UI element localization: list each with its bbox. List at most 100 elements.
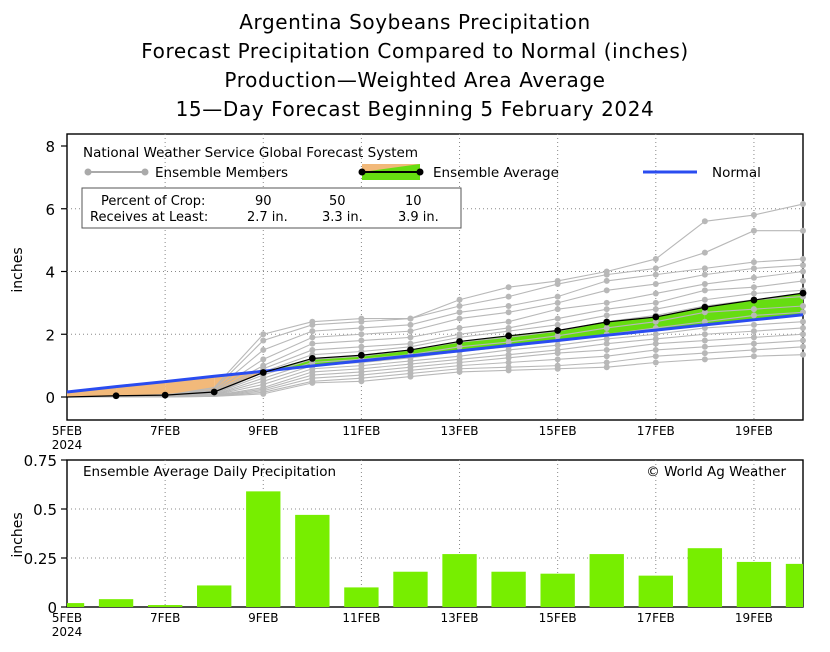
ensemble-member-point [750, 334, 757, 341]
ensemble-member-point [358, 331, 365, 338]
ensemble-member-point [701, 287, 708, 294]
ensemble-member-point [309, 340, 316, 347]
ensemble-member-point [750, 312, 757, 319]
ensemble-member-point [505, 346, 512, 353]
ensemble-member-point [750, 346, 757, 353]
ensemble-member-point [554, 299, 561, 306]
ensemble-member-point [309, 334, 316, 341]
surplus-fill [508, 330, 558, 346]
ensemble-member-point [701, 350, 708, 357]
ensemble-member-point [260, 337, 267, 344]
ensemble-member-point [456, 309, 463, 316]
daily-precip-bar [491, 571, 526, 607]
normal-line [66, 313, 804, 394]
legend-members-dot-right [141, 168, 149, 176]
ensemble-member-point [309, 321, 316, 328]
ensemble-member-point [554, 321, 561, 328]
top-plot-frame [66, 133, 804, 421]
ensemble-average-point [750, 296, 758, 304]
ensemble-member-point [554, 350, 561, 357]
ensemble-member-point [701, 218, 708, 225]
daily-precip-bar [687, 548, 723, 607]
top-y-tick-label: 6 [45, 201, 55, 219]
ensemble-member-point [800, 337, 806, 344]
ensemble-member-point [603, 271, 610, 278]
crop-amt-90: 2.7 in. [247, 210, 288, 225]
ensemble-member-point [407, 321, 414, 328]
chart-title-block: Argentina Soybeans Precipitation Forecas… [0, 8, 830, 124]
ensemble-member-point [750, 212, 757, 219]
top-x-tick-label: 9FEB [248, 424, 278, 438]
ensemble-member-point [701, 309, 708, 316]
ensemble-average-line [66, 292, 804, 398]
ensemble-member-point [505, 339, 512, 346]
top-x-tick-label: 17FEB [637, 424, 675, 438]
ensemble-member-point [603, 340, 610, 347]
ensemble-member-point [554, 342, 561, 349]
surplus-fill [655, 307, 705, 331]
ensemble-member-point [701, 271, 708, 278]
ensemble-member-point [505, 328, 512, 335]
crop-pct-50: 50 [329, 194, 346, 209]
ensemble-member-point [800, 343, 806, 350]
ensemble-member-point [505, 354, 512, 361]
bottom-x-tick-label: 11FEB [342, 611, 380, 625]
bottom-y-tick-label: 0 [47, 599, 57, 617]
legend-average-dot-right [416, 168, 424, 176]
legend-members-label: Ensemble Members [155, 165, 288, 181]
ensemble-member-point [701, 281, 708, 288]
ensemble-member-point [652, 340, 659, 347]
ensemble-member-point [652, 281, 659, 288]
ensemble-member-point [701, 343, 708, 350]
top-y-axis-label: inches [10, 247, 26, 292]
surplus-fill [704, 300, 754, 325]
bottom-x-tick-label: 5FEB [52, 611, 82, 625]
bottom-plot-frame [66, 459, 804, 608]
ensemble-member-point [750, 227, 757, 234]
ensemble-member-point [603, 277, 610, 284]
ensemble-member-point [750, 284, 757, 291]
ensemble-member-point [800, 277, 806, 284]
ensemble-member-point [505, 293, 512, 300]
bottom-x-tick-label: 15FEB [539, 611, 577, 625]
ensemble-member-point [456, 324, 463, 331]
bottom-x-tick-label: 17FEB [637, 611, 675, 625]
ensemble-average-point [652, 313, 660, 321]
ensemble-member-point [652, 359, 659, 366]
ensemble-member-point [652, 335, 659, 342]
ensemble-member-point [603, 335, 610, 342]
legend-average-label: Ensemble Average [433, 165, 559, 181]
ensemble-average-point [554, 327, 562, 334]
ensemble-average-point [505, 332, 512, 340]
ensemble-average-point [210, 388, 218, 396]
ensemble-average-point [112, 392, 120, 400]
ensemble-member-point [407, 315, 414, 322]
daily-precip-bar [197, 585, 232, 607]
legend-members-dot-left [84, 168, 92, 176]
ensemble-member-point [750, 290, 757, 297]
ensemble-average-point [308, 355, 316, 362]
ensemble-member-point [505, 367, 512, 374]
daily-precip-bar [442, 554, 477, 607]
ensemble-member-point [505, 318, 512, 325]
ensemble-member-point [358, 318, 365, 325]
ensemble-member-point [800, 303, 806, 310]
ensemble-member-point [407, 328, 414, 335]
bottom-y-tick-label: 0.5 [33, 501, 57, 519]
ensemble-member-point [800, 201, 806, 208]
daily-precip-bar [98, 599, 134, 607]
ensemble-member-point [554, 365, 561, 372]
ensemble-average-point [407, 346, 414, 354]
crop-amt-50: 3.3 in. [322, 210, 363, 225]
legend-deficit-swatch [362, 164, 420, 172]
ensemble-member-point [456, 296, 463, 303]
ensemble-member-point [603, 353, 610, 360]
ensemble-member-point [701, 356, 708, 363]
ensemble-member-point [750, 259, 757, 266]
top-y-tick-label: 0 [45, 389, 55, 407]
ensemble-member-point [750, 340, 757, 347]
ensemble-member-point [800, 227, 806, 234]
ensemble-member-point [603, 299, 610, 306]
ensemble-member-point [505, 309, 512, 316]
